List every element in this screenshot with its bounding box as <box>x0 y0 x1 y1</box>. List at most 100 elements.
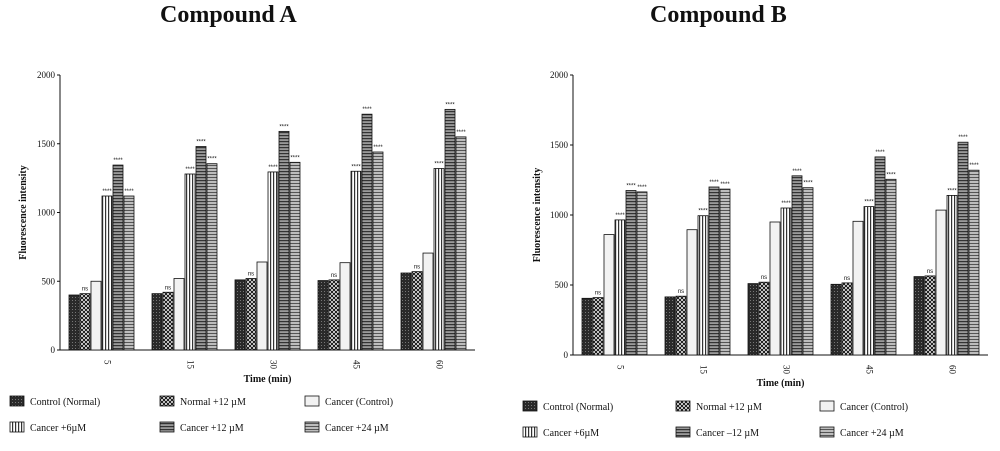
bar-3-3 <box>350 170 362 351</box>
significance-label: ns <box>165 285 171 291</box>
bar-1-1 <box>162 291 174 351</box>
bar-4-3 <box>874 156 886 356</box>
legend-swatch <box>9 395 25 407</box>
significance-label: **** <box>362 107 372 113</box>
bar-0-1 <box>664 296 676 356</box>
significance-label: ns <box>248 272 254 278</box>
legend-swatch <box>304 421 320 433</box>
x-tick-label: 5 <box>616 365 626 370</box>
bar-0-2 <box>747 283 759 356</box>
legend-label: Normal +12 µM <box>180 397 246 408</box>
legend-label: Cancer +12 µM <box>180 423 244 434</box>
bar-1-0 <box>592 297 604 356</box>
significance-label: **** <box>434 162 444 168</box>
legend-label: Cancer +6µM <box>30 423 86 434</box>
chart-title-compound-a: Compound A <box>160 2 297 28</box>
x-tick-label: 15 <box>699 365 709 375</box>
y-tick-label: 1000 <box>37 208 56 218</box>
significance-label: **** <box>886 172 896 178</box>
significance-label: **** <box>185 167 195 173</box>
bar-1-2 <box>758 281 770 356</box>
x-axis-label: Time (min) <box>244 374 292 385</box>
significance-label: **** <box>113 158 123 164</box>
bar-4-0 <box>625 190 637 356</box>
y-tick-label: 1500 <box>550 140 569 150</box>
x-tick-label: 15 <box>186 360 196 370</box>
chart-panel-0: 0 500 1000 1500 2000 Fluorescence intensity ns… <box>9 70 475 434</box>
significance-label: **** <box>124 189 134 195</box>
bar-1-3 <box>841 282 853 356</box>
legend-swatch <box>675 426 691 438</box>
significance-label: **** <box>290 155 300 161</box>
bar-1-1 <box>675 295 687 356</box>
legend-swatch <box>819 400 835 412</box>
significance-label: **** <box>720 182 730 188</box>
legend-label: Cancer +24 µM <box>325 423 389 434</box>
legend-swatch <box>9 421 25 433</box>
x-axis-label: Time (min) <box>757 378 805 389</box>
legend-swatch <box>522 400 538 412</box>
significance-label: ns <box>82 287 88 293</box>
bar-2-1 <box>173 278 185 351</box>
bar-5-4 <box>968 169 980 356</box>
significance-label: ns <box>414 265 420 271</box>
bar-3-4 <box>433 168 445 351</box>
significance-label: **** <box>196 140 206 146</box>
bar-4-1 <box>708 186 720 356</box>
y-tick-label: 0 <box>564 350 569 360</box>
significance-label: ns <box>595 291 601 297</box>
significance-label: **** <box>698 209 708 215</box>
significance-label: **** <box>947 188 957 194</box>
bar-0-3 <box>317 280 329 351</box>
bar-5-1 <box>206 163 218 351</box>
legend-label: Cancer –12 µM <box>696 428 759 439</box>
bar-5-4 <box>455 136 467 351</box>
significance-label: **** <box>102 189 112 195</box>
significance-label: **** <box>803 181 813 187</box>
y-tick-label: 500 <box>555 280 569 290</box>
bar-1-0 <box>79 293 91 351</box>
bar-3-1 <box>697 215 709 356</box>
bar-2-4 <box>935 209 947 356</box>
y-tick-label: 2000 <box>550 70 569 80</box>
bar-2-0 <box>90 280 102 351</box>
bar-1-4 <box>924 275 936 356</box>
significance-label: **** <box>279 124 289 130</box>
bar-0-1 <box>151 293 163 351</box>
bar-4-0 <box>112 164 124 351</box>
x-tick-label: 45 <box>865 365 875 375</box>
legend-label: Cancer (Control) <box>325 397 393 408</box>
legend-label: Cancer +6µM <box>543 428 599 439</box>
bar-3-0 <box>101 195 113 351</box>
bar-1-3 <box>328 279 340 351</box>
bar-4-4 <box>444 108 456 351</box>
bar-4-2 <box>278 130 290 351</box>
significance-label: **** <box>864 200 874 206</box>
bar-3-3 <box>863 206 875 356</box>
bar-0-3 <box>830 283 842 356</box>
bar-2-2 <box>769 221 781 356</box>
bar-3-4 <box>946 194 958 356</box>
y-tick-label: 500 <box>42 276 56 286</box>
y-tick-label: 1000 <box>550 210 569 220</box>
significance-label: ns <box>678 289 684 295</box>
bar-5-2 <box>289 161 301 351</box>
bar-3-1 <box>184 173 196 351</box>
legend-swatch <box>819 426 835 438</box>
bar-2-4 <box>422 252 434 351</box>
significance-label: **** <box>709 180 719 186</box>
y-tick-label: 2000 <box>37 70 56 80</box>
significance-label: **** <box>207 157 217 163</box>
bar-1-4 <box>411 271 423 351</box>
significance-label: **** <box>969 163 979 169</box>
bar-1-2 <box>245 278 257 351</box>
significance-label: **** <box>615 213 625 219</box>
significance-label: **** <box>626 184 636 190</box>
bar-3-2 <box>267 171 279 351</box>
bar-2-3 <box>852 220 864 356</box>
bar-0-4 <box>913 276 925 356</box>
legend-swatch <box>522 426 538 438</box>
chart-title-compound-b: Compound B <box>650 2 787 28</box>
legend-swatch <box>675 400 691 412</box>
